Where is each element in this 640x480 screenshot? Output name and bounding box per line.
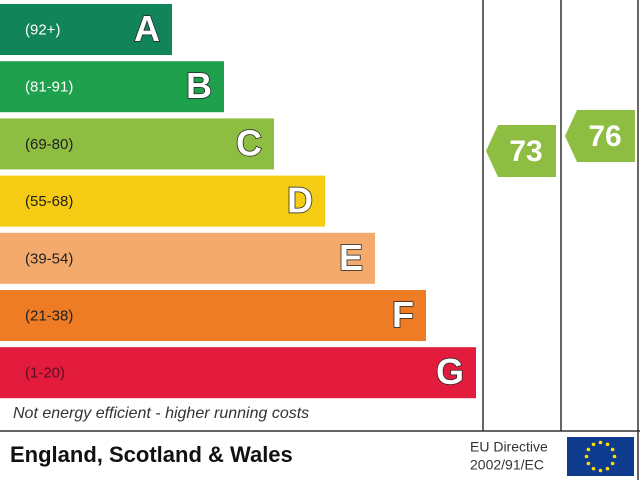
eu-star xyxy=(605,442,610,447)
band xyxy=(0,61,224,113)
band-letter: B xyxy=(186,65,212,106)
band-letter: A xyxy=(134,8,160,49)
eu-star xyxy=(586,461,591,466)
eu-stars xyxy=(584,440,617,473)
eu-star xyxy=(598,440,603,445)
band-range: (92+) xyxy=(25,21,60,38)
eu-star xyxy=(610,461,615,466)
band-letter: G xyxy=(436,351,464,392)
rating-value: 76 xyxy=(588,120,621,153)
eu-star xyxy=(605,466,610,471)
eu-star xyxy=(586,447,591,452)
band-range: (39-54) xyxy=(25,250,73,267)
rating-value: 73 xyxy=(509,135,542,168)
eu-star xyxy=(591,442,596,447)
band xyxy=(0,118,274,170)
band-letter: E xyxy=(339,237,363,278)
band-range: (21-38) xyxy=(25,307,73,324)
band xyxy=(0,232,375,284)
eu-star xyxy=(598,468,603,473)
footer-note: Not energy efficient - higher running co… xyxy=(13,405,309,422)
band xyxy=(0,175,325,227)
region: England, Scotland & Wales xyxy=(10,442,293,467)
eu-star xyxy=(591,466,596,471)
band-letter: F xyxy=(392,294,414,335)
rating-arrow xyxy=(486,125,556,177)
eu-star xyxy=(612,454,617,459)
directive: 2002/91/EC xyxy=(470,457,544,473)
band-range: (55-68) xyxy=(25,193,73,210)
band-range: (1-20) xyxy=(25,365,65,382)
directive: EU Directive xyxy=(470,439,548,455)
band-range: (81-91) xyxy=(25,79,73,96)
band xyxy=(0,4,172,55)
band-range: (69-80) xyxy=(25,136,73,153)
band xyxy=(0,290,426,341)
band-letter: D xyxy=(287,180,313,221)
eu-star xyxy=(584,454,589,459)
rating-arrow xyxy=(565,110,635,162)
eu-star xyxy=(610,447,615,452)
band-letter: C xyxy=(236,122,262,163)
band xyxy=(0,347,476,399)
